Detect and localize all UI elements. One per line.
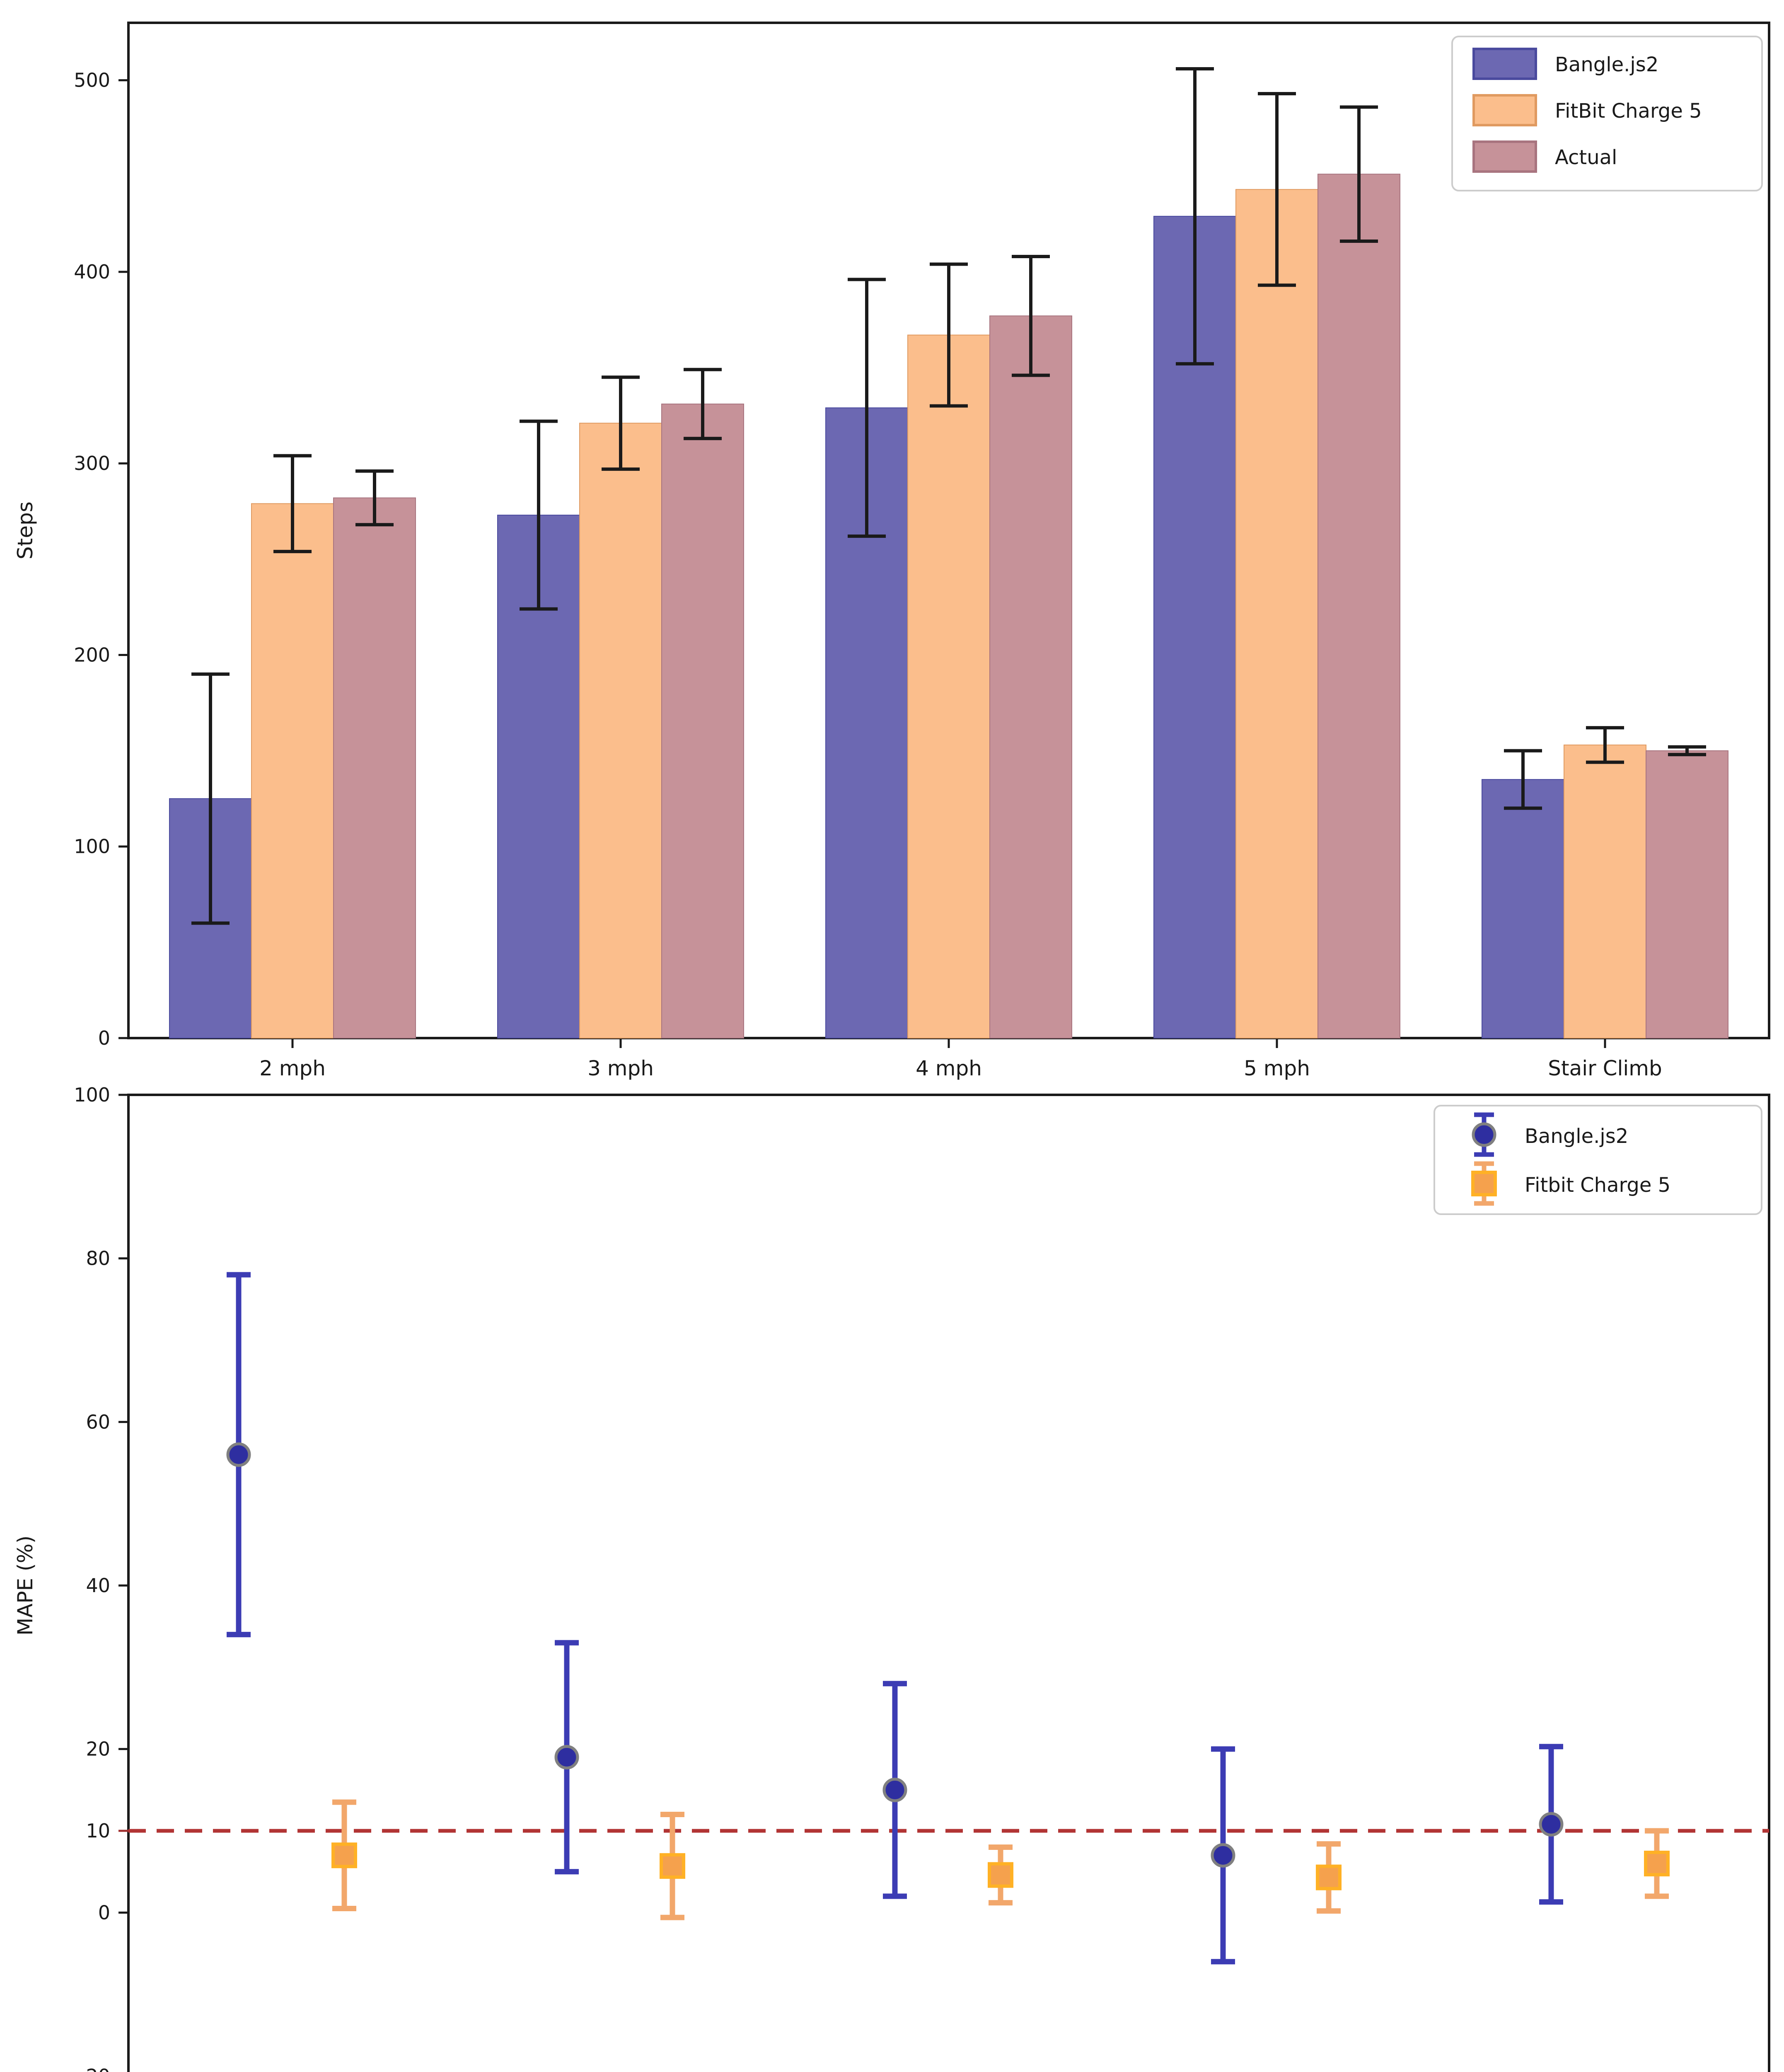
y-tick-label: 200 xyxy=(74,644,110,666)
bar xyxy=(251,503,334,1038)
x-tick-label: 4 mph xyxy=(916,1056,982,1080)
y-tick-label: 20 xyxy=(86,1738,110,1760)
y-tick-label: 100 xyxy=(74,1084,110,1106)
y-tick-label: 10 xyxy=(86,1820,110,1842)
scatter-points xyxy=(226,1272,1670,1965)
y-tick-label: 0 xyxy=(98,1901,110,1924)
error-bar xyxy=(1586,726,1624,764)
y-tick-label: 40 xyxy=(86,1574,110,1597)
data-point-square xyxy=(1316,1864,1342,1890)
x-tick-label: Stair Climb xyxy=(1548,1056,1662,1080)
y-tick-label: 500 xyxy=(74,69,110,92)
error-bar xyxy=(1258,92,1296,287)
legend-label: Bangle.js2 xyxy=(1525,1125,1628,1148)
y-tick-label: 300 xyxy=(74,452,110,474)
y-tick-label: 80 xyxy=(86,1247,110,1270)
y-tick-label: 0 xyxy=(98,1027,110,1049)
data-point-square xyxy=(331,1842,357,1869)
legend-label: FitBit Charge 5 xyxy=(1555,99,1702,123)
bar xyxy=(1646,750,1728,1038)
error-bar xyxy=(273,454,312,553)
x-tick-label: 5 mph xyxy=(1244,1056,1310,1080)
legend-label: Bangle.js2 xyxy=(1555,53,1658,76)
legend-swatch xyxy=(1472,48,1537,80)
error-bar xyxy=(191,672,230,925)
legend-marker-circle xyxy=(1472,1122,1496,1147)
steps-bar-chart-panel: 0 100 200 300 400 500 Steps 2 mph 3 mph 4 mph 5 mp… xyxy=(13,22,1770,1080)
data-point-circle xyxy=(226,1442,251,1467)
y-tick-label: 60 xyxy=(86,1411,110,1433)
bar xyxy=(907,334,990,1038)
data-point-circle xyxy=(1211,1843,1235,1868)
y-tick-label: −20 xyxy=(70,2065,110,2072)
y-tick-label: 100 xyxy=(74,835,110,858)
legend-swatch xyxy=(1472,94,1537,126)
bar xyxy=(661,403,744,1038)
bar xyxy=(579,423,662,1038)
steps-bar-chart: 0 100 200 300 400 500 Steps 2 mph 3 mph 4 mph 5 mp… xyxy=(13,22,1770,1080)
y-tick-label: 400 xyxy=(74,261,110,283)
legend: Bangle.js2 FitBit Charge 5 Actual xyxy=(1451,36,1763,191)
legend-swatch xyxy=(1472,140,1537,173)
data-point-circle xyxy=(882,1777,907,1802)
legend-marker-square xyxy=(1471,1171,1497,1196)
bar xyxy=(1235,189,1318,1038)
bar xyxy=(1482,779,1564,1038)
error-bar xyxy=(930,262,968,408)
x-tick-label: 3 mph xyxy=(587,1056,654,1080)
data-point-square xyxy=(988,1862,1013,1888)
error-bar xyxy=(1668,745,1706,756)
data-point-square xyxy=(1644,1850,1670,1876)
x-tick-label: 2 mph xyxy=(259,1056,326,1080)
error-bar xyxy=(684,368,722,441)
bar xyxy=(1564,744,1646,1038)
error-bar xyxy=(520,419,558,611)
legend: Bangle.js2 Fitbit Charge 5 xyxy=(1433,1105,1762,1215)
error-bar xyxy=(1504,749,1542,810)
data-point-circle xyxy=(1539,1812,1564,1837)
error-bar xyxy=(355,469,394,527)
y-axis-label: MAPE (%) xyxy=(13,1535,37,1636)
bar xyxy=(1317,174,1400,1038)
error-bar xyxy=(1176,67,1214,366)
bar xyxy=(989,315,1072,1038)
axes-frame xyxy=(127,1094,1770,2072)
legend-label: Actual xyxy=(1555,146,1617,169)
bar xyxy=(333,497,416,1038)
data-point-square xyxy=(660,1853,685,1879)
error-bar xyxy=(1012,254,1050,377)
legend-label: Fitbit Charge 5 xyxy=(1525,1174,1670,1197)
bar-groups xyxy=(169,67,1728,1038)
error-bar xyxy=(848,278,886,538)
legend-box xyxy=(1433,1105,1762,1215)
error-bar xyxy=(602,375,640,471)
y-axis-label: Steps xyxy=(13,501,37,559)
data-point-circle xyxy=(554,1745,579,1769)
error-bar xyxy=(1340,105,1378,243)
